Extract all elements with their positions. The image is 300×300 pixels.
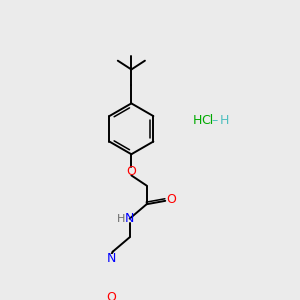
Text: N: N [106, 252, 116, 265]
Text: –: – [211, 114, 217, 127]
Text: H: H [117, 214, 125, 224]
Text: N: N [125, 212, 134, 225]
Text: O: O [126, 165, 136, 178]
Text: Cl: Cl [201, 114, 213, 127]
Text: O: O [106, 291, 116, 300]
Text: H: H [193, 114, 203, 127]
Text: O: O [166, 194, 176, 206]
Text: H: H [220, 114, 229, 127]
